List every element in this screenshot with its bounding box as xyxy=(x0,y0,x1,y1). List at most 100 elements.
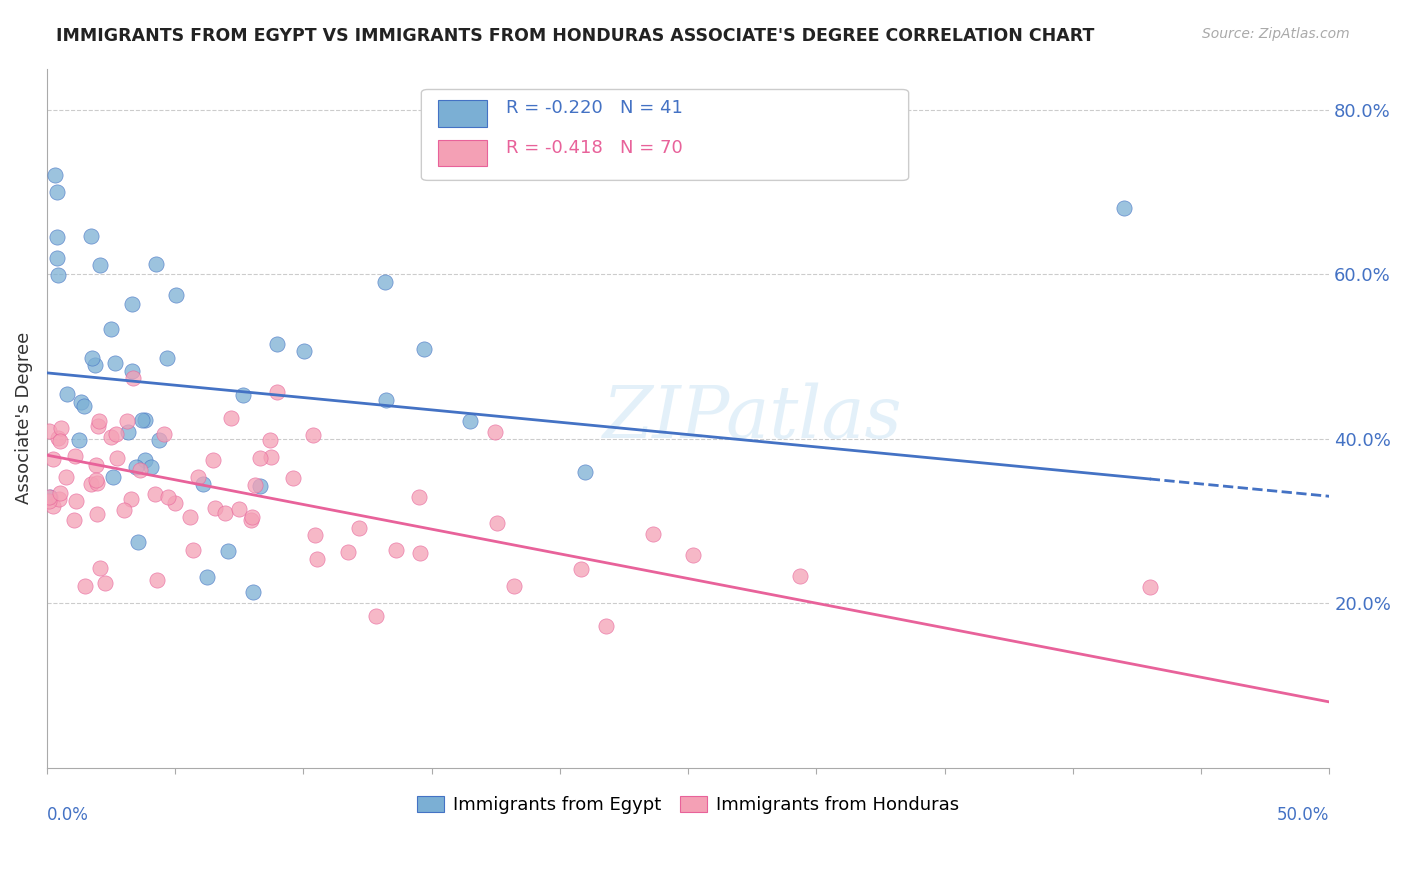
Point xyxy=(134,452,156,467)
Point xyxy=(156,490,179,504)
Point xyxy=(46,251,69,265)
Point xyxy=(789,569,811,583)
Point xyxy=(219,411,242,425)
Point xyxy=(571,562,593,576)
Point xyxy=(121,297,143,311)
Text: R = -0.220   N = 41: R = -0.220 N = 41 xyxy=(506,99,683,118)
Point xyxy=(336,544,359,558)
Point xyxy=(73,399,96,413)
Point xyxy=(125,460,148,475)
Text: R = -0.418   N = 70: R = -0.418 N = 70 xyxy=(506,139,683,157)
Point xyxy=(103,356,125,370)
Point xyxy=(87,419,110,434)
Point xyxy=(374,393,396,408)
Point xyxy=(48,491,70,506)
Point xyxy=(84,458,107,472)
Point xyxy=(165,287,187,301)
Point xyxy=(228,501,250,516)
Point xyxy=(46,431,69,445)
Point xyxy=(48,485,70,500)
Point xyxy=(45,230,67,244)
Point xyxy=(259,450,281,465)
Point xyxy=(131,413,153,427)
Point xyxy=(202,453,225,467)
Point xyxy=(49,434,72,448)
Point xyxy=(232,388,254,402)
Point xyxy=(458,414,481,428)
Point xyxy=(38,494,60,508)
Point xyxy=(104,427,127,442)
Point xyxy=(63,449,86,463)
Point xyxy=(89,414,111,428)
Point xyxy=(146,574,169,588)
Point xyxy=(39,490,62,504)
Point xyxy=(49,421,72,435)
Point xyxy=(115,414,138,428)
Point xyxy=(364,608,387,623)
Point xyxy=(240,509,263,524)
Point xyxy=(304,528,326,542)
Point xyxy=(86,507,108,521)
Point xyxy=(46,185,69,199)
Point xyxy=(143,487,166,501)
Point xyxy=(305,552,328,566)
Point xyxy=(141,459,163,474)
Point xyxy=(46,268,69,282)
Text: 50.0%: 50.0% xyxy=(1277,806,1329,824)
Point xyxy=(409,546,432,560)
Point xyxy=(503,579,526,593)
Point xyxy=(249,479,271,493)
Point xyxy=(134,413,156,427)
Point xyxy=(80,476,103,491)
Point xyxy=(62,513,84,527)
Point xyxy=(89,561,111,575)
Point xyxy=(249,450,271,465)
Point xyxy=(191,476,214,491)
Point xyxy=(408,491,430,505)
Point xyxy=(163,496,186,510)
Point xyxy=(156,351,179,366)
Point xyxy=(100,430,122,444)
Point xyxy=(595,619,617,633)
Point xyxy=(242,585,264,599)
Point xyxy=(120,492,142,507)
Point xyxy=(80,228,103,243)
Point xyxy=(112,503,135,517)
Point xyxy=(100,322,122,336)
Point xyxy=(153,427,176,442)
Point xyxy=(129,463,152,477)
Point xyxy=(1112,202,1135,216)
Point xyxy=(413,343,436,357)
Point xyxy=(145,257,167,271)
Point xyxy=(292,344,315,359)
Point xyxy=(105,450,128,465)
Point xyxy=(148,434,170,448)
Point xyxy=(347,521,370,535)
Point xyxy=(385,542,408,557)
Point xyxy=(195,569,218,583)
Point xyxy=(38,490,60,504)
Point xyxy=(55,470,77,484)
Point xyxy=(69,394,91,409)
Point xyxy=(121,371,143,385)
Point xyxy=(283,470,305,484)
Point xyxy=(682,548,704,562)
Point xyxy=(1139,580,1161,594)
Point xyxy=(89,258,111,272)
Text: ZIPatlas: ZIPatlas xyxy=(602,383,903,453)
Point xyxy=(42,452,65,467)
Point xyxy=(65,493,87,508)
FancyBboxPatch shape xyxy=(422,89,908,180)
Point xyxy=(38,425,60,439)
Point xyxy=(214,506,236,520)
Point xyxy=(67,433,90,447)
Point xyxy=(641,526,664,541)
Point xyxy=(187,470,209,484)
Point xyxy=(41,499,63,513)
Point xyxy=(179,510,201,524)
Point xyxy=(101,470,124,484)
Bar xyxy=(439,140,486,167)
Text: Source: ZipAtlas.com: Source: ZipAtlas.com xyxy=(1202,27,1350,41)
Y-axis label: Associate's Degree: Associate's Degree xyxy=(15,332,32,504)
Point xyxy=(240,513,263,527)
